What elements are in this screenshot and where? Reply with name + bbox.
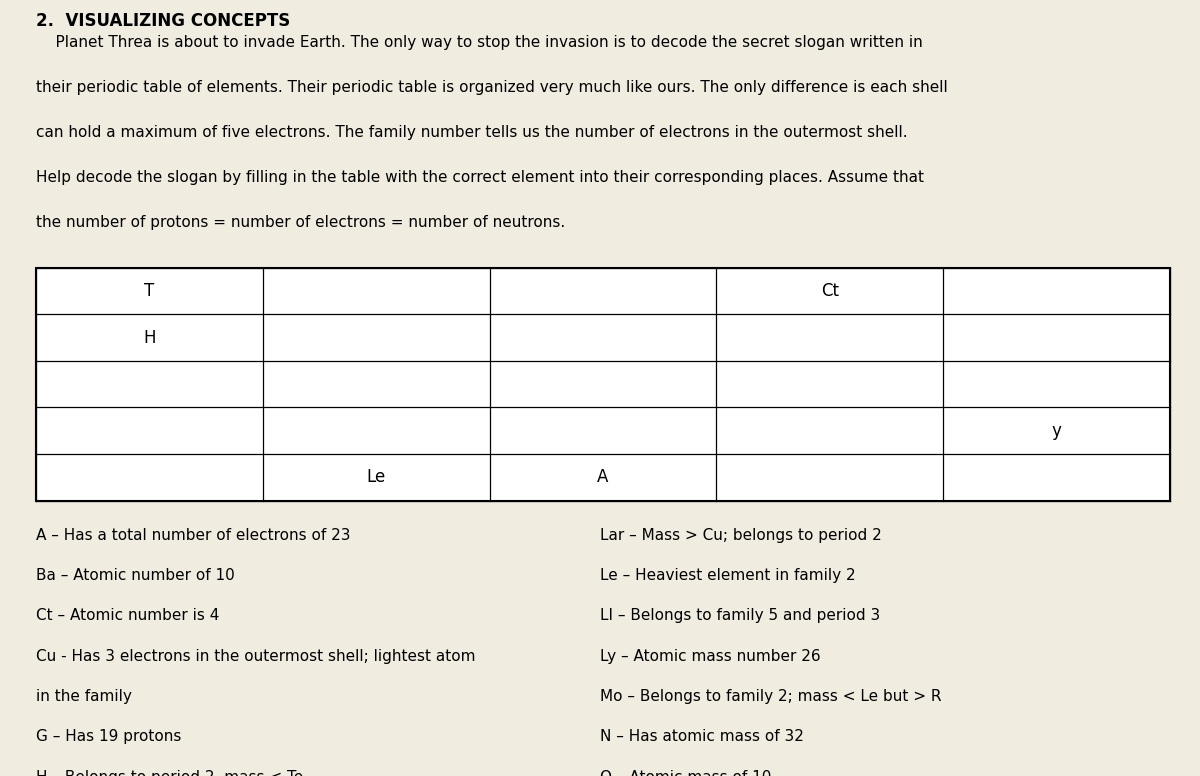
Text: A – Has a total number of electrons of 23: A – Has a total number of electrons of 2…: [36, 528, 350, 542]
Text: H – Belongs to period 2, mass < Te: H – Belongs to period 2, mass < Te: [36, 770, 304, 776]
Text: O – Atomic mass of 10: O – Atomic mass of 10: [600, 770, 772, 776]
Text: Le – Heaviest element in family 2: Le – Heaviest element in family 2: [600, 568, 856, 583]
Text: Lar – Mass > Cu; belongs to period 2: Lar – Mass > Cu; belongs to period 2: [600, 528, 882, 542]
Text: Ct: Ct: [821, 282, 839, 300]
Text: y: y: [1051, 421, 1062, 440]
Text: Ct – Atomic number is 4: Ct – Atomic number is 4: [36, 608, 220, 623]
Text: LI – Belongs to family 5 and period 3: LI – Belongs to family 5 and period 3: [600, 608, 881, 623]
Text: can hold a maximum of five electrons. The family number tells us the number of e: can hold a maximum of five electrons. Th…: [36, 125, 907, 140]
Text: Help decode the slogan by filling in the table with the correct element into the: Help decode the slogan by filling in the…: [36, 170, 924, 185]
Text: Mo – Belongs to family 2; mass < Le but > R: Mo – Belongs to family 2; mass < Le but …: [600, 689, 942, 704]
Text: 2.  VISUALIZING CONCEPTS: 2. VISUALIZING CONCEPTS: [36, 12, 290, 29]
Text: T: T: [144, 282, 155, 300]
Text: Cu - Has 3 electrons in the outermost shell; lightest atom: Cu - Has 3 electrons in the outermost sh…: [36, 649, 475, 663]
Text: their periodic table of elements. Their periodic table is organized very much li: their periodic table of elements. Their …: [36, 80, 948, 95]
Text: Ly – Atomic mass number 26: Ly – Atomic mass number 26: [600, 649, 821, 663]
Text: in the family: in the family: [36, 689, 132, 704]
Text: G – Has 19 protons: G – Has 19 protons: [36, 729, 181, 744]
Text: A: A: [598, 468, 608, 487]
Text: the number of protons = number of electrons = number of neutrons.: the number of protons = number of electr…: [36, 215, 565, 230]
Text: Planet Threa is about to invade Earth. The only way to stop the invasion is to d: Planet Threa is about to invade Earth. T…: [36, 35, 923, 50]
Text: Ba – Atomic number of 10: Ba – Atomic number of 10: [36, 568, 235, 583]
Text: N – Has atomic mass of 32: N – Has atomic mass of 32: [600, 729, 804, 744]
Text: H: H: [143, 328, 156, 347]
Text: Le: Le: [366, 468, 386, 487]
